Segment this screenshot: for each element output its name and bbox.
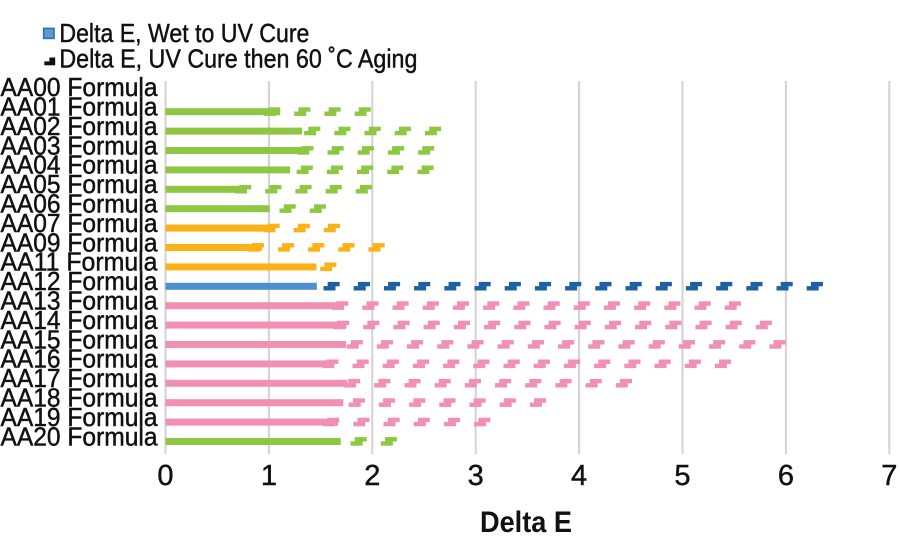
svg-text:Delta E, Wet to UV Cure: Delta E, Wet to UV Cure: [59, 18, 309, 48]
svg-text:AA20 Formula: AA20 Formula: [1, 421, 159, 451]
svg-text:7: 7: [881, 460, 897, 492]
svg-text:AA00 Formula: AA00 Formula: [1, 72, 159, 102]
svg-text:AA03 Formula: AA03 Formula: [1, 130, 159, 160]
svg-text:Delta E: Delta E: [480, 506, 572, 539]
svg-text:AA13 Formula: AA13 Formula: [1, 286, 159, 316]
svg-text:AA04 Formula: AA04 Formula: [1, 150, 159, 180]
svg-text:AA09 Formula: AA09 Formula: [1, 227, 159, 257]
svg-text:AA11 Formula: AA11 Formula: [1, 247, 159, 277]
svg-text:4: 4: [571, 460, 587, 492]
svg-text:AA19 Formula: AA19 Formula: [1, 402, 159, 432]
svg-text:AA12 Formula: AA12 Formula: [1, 266, 159, 296]
svg-text:AA06 Formula: AA06 Formula: [1, 189, 159, 219]
svg-text:Delta E, UV Cure then 60 ˚C Ag: Delta E, UV Cure then 60 ˚C Aging: [59, 43, 417, 73]
svg-text:AA17 Formula: AA17 Formula: [1, 363, 159, 393]
svg-text:AA01 Formula: AA01 Formula: [1, 92, 159, 122]
svg-text:2: 2: [364, 460, 380, 492]
svg-text:AA16 Formula: AA16 Formula: [1, 344, 159, 374]
svg-text:1: 1: [261, 460, 277, 492]
svg-text:AA02 Formula: AA02 Formula: [1, 111, 159, 141]
svg-text:3: 3: [468, 460, 484, 492]
svg-text:AA15 Formula: AA15 Formula: [1, 324, 159, 354]
svg-text:5: 5: [674, 460, 690, 492]
svg-text:0: 0: [157, 460, 173, 492]
svg-text:AA18 Formula: AA18 Formula: [1, 383, 159, 413]
svg-text:AA14 Formula: AA14 Formula: [1, 305, 159, 335]
svg-text:6: 6: [778, 460, 794, 492]
svg-text:AA05 Formula: AA05 Formula: [1, 169, 159, 199]
svg-text:AA07 Formula: AA07 Formula: [1, 208, 159, 238]
